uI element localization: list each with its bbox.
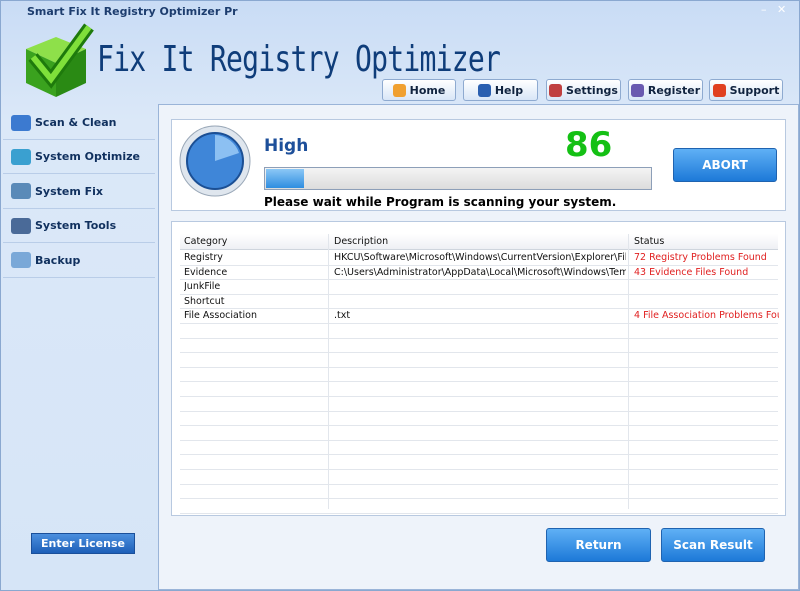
sidebar-item[interactable]: System Tools — [3, 209, 155, 244]
column-divider — [628, 234, 629, 509]
row-divider — [180, 454, 778, 456]
row-divider — [180, 366, 778, 368]
return-button[interactable]: Return — [546, 528, 651, 562]
column-header: Description — [334, 236, 389, 247]
logo — [26, 23, 94, 97]
progress-bar — [264, 167, 652, 190]
table-cell: File Association — [184, 310, 258, 322]
row-divider — [180, 512, 778, 514]
row-divider — [180, 469, 778, 470]
row-divider — [180, 483, 778, 485]
progress-fill — [266, 169, 305, 188]
nav-label: Register — [647, 83, 701, 97]
sidebar-label: Backup — [35, 253, 81, 267]
row-divider — [180, 396, 778, 397]
nav-button[interactable]: Support — [709, 79, 783, 101]
row-divider — [180, 279, 778, 281]
sidebar-icon — [11, 252, 31, 269]
sidebar-label: System Optimize — [35, 150, 140, 164]
sidebar-label: System Tools — [35, 219, 117, 233]
row-divider — [180, 352, 778, 354]
scan-score: 86 — [565, 125, 613, 165]
app-name: Fix It Registry Optimizer — [97, 39, 501, 80]
column-divider — [328, 234, 329, 509]
sidebar-label: Scan & Clean — [35, 116, 117, 129]
scan-message: Please wait while Program is scanning yo… — [264, 195, 617, 209]
table-cell: 72 Registry Problems Found — [634, 252, 767, 263]
license-button[interactable]: Enter License — [31, 533, 135, 554]
row-divider — [180, 308, 778, 310]
nav-button[interactable]: Register — [628, 79, 703, 101]
table-cell: .txt — [334, 310, 351, 322]
nav-icon — [477, 83, 491, 97]
row-divider — [180, 498, 778, 500]
row-divider — [180, 425, 778, 427]
row-divider — [180, 293, 778, 295]
row-divider — [180, 439, 778, 441]
nav-button[interactable]: Home — [382, 79, 456, 101]
table-cell: Registry — [184, 252, 223, 263]
abort-button[interactable]: ABORT — [673, 148, 777, 182]
scan-result-button[interactable]: Scan Result — [661, 528, 765, 562]
column-header: Category — [184, 236, 228, 247]
window-controls[interactable]: – ✕ — [761, 3, 787, 16]
row-divider — [180, 323, 778, 324]
gauge-icon — [179, 125, 251, 197]
nav-label: Settings — [566, 83, 618, 97]
nav-icon — [392, 83, 406, 97]
nav-icon — [549, 83, 563, 97]
nav-icon — [712, 83, 726, 97]
sidebar-icon — [11, 183, 31, 200]
table-cell: HKCU\Software\Microsoft\Windows\CurrentV… — [334, 252, 626, 263]
results-table: Category Description Status Registry HKCU\So… — [171, 221, 786, 516]
sidebar-item[interactable]: System Fix — [3, 175, 155, 209]
table-header-bg — [180, 234, 778, 250]
sidebar-item[interactable]: Scan & Clean — [3, 106, 155, 140]
table-cell: 43 Evidence Files Found — [634, 266, 749, 278]
column-header: Status — [634, 236, 665, 247]
nav-button[interactable]: Help — [463, 79, 538, 101]
sidebar-label: System Fix — [35, 184, 104, 198]
nav-label: Support — [729, 83, 780, 97]
table-cell: C:\Users\Administrator\AppData\Local\Mic… — [334, 266, 626, 278]
nav-label: Home — [409, 83, 446, 97]
nav-button[interactable]: Settings — [546, 79, 621, 101]
sidebar-item[interactable]: System Optimize — [3, 140, 155, 175]
row-divider — [180, 337, 778, 339]
sidebar-icon — [11, 217, 31, 234]
sidebar-icon — [11, 148, 31, 165]
nav-icon — [630, 83, 644, 97]
table-cell: JunkFile — [184, 281, 221, 293]
row-divider — [180, 264, 778, 266]
row-divider — [180, 381, 778, 383]
scan-level: High — [264, 136, 309, 156]
nav-label: Help — [494, 83, 524, 97]
sidebar-icon — [11, 114, 31, 131]
table-cell: Evidence — [184, 266, 228, 278]
table-cell: 4 File Association Problems Found — [634, 310, 779, 322]
table-cell: Shortcut — [184, 295, 225, 307]
sidebar-item[interactable]: Backup — [3, 244, 155, 278]
window-title: Smart Fix It Registry Optimizer Pr — [27, 5, 238, 18]
row-divider — [180, 410, 778, 412]
